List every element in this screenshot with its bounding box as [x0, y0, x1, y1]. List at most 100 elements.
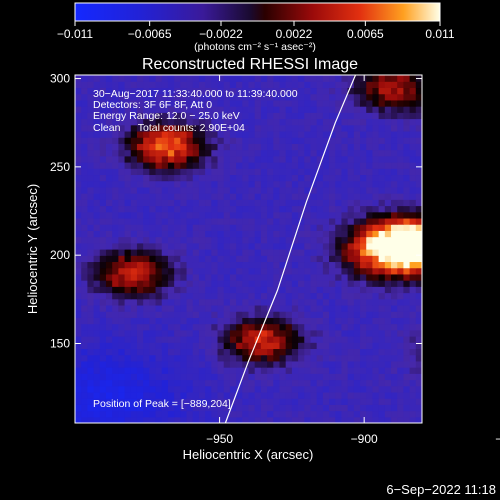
heatmap-cell: [372, 342, 380, 350]
heatmap-cell: [397, 168, 405, 176]
heatmap-cell: [329, 360, 336, 368]
heatmap-cell: [366, 273, 374, 281]
heatmap-cell: [236, 224, 243, 231]
heatmap-cell: [341, 99, 349, 107]
heatmap-cell: [347, 93, 355, 101]
heatmap-cell: [347, 273, 355, 281]
heatmap-cell: [391, 311, 398, 318]
heatmap-cell: [260, 298, 268, 306]
heatmap-cell: [353, 249, 361, 256]
heatmap-cell: [105, 373, 113, 381]
heatmap-cell: [360, 273, 367, 281]
heatmap-cell: [105, 211, 113, 219]
heatmap-cell: [391, 230, 398, 238]
heatmap-cell: [378, 354, 386, 362]
heatmap-cell: [93, 162, 101, 169]
heatmap-cell: [279, 118, 287, 126]
heatmap-cell: [87, 162, 95, 169]
heatmap-cell: [310, 360, 318, 368]
heatmap-cell: [279, 249, 287, 256]
heatmap-cell: [118, 236, 126, 244]
heatmap-cell: [161, 273, 169, 281]
heatmap-cell: [372, 398, 380, 405]
heatmap-cell: [130, 224, 138, 231]
heatmap-cell: [298, 416, 305, 423]
heatmap-cell: [136, 398, 144, 405]
heatmap-cell: [285, 354, 293, 362]
heatmap-cell: [403, 311, 411, 318]
heatmap-cell: [403, 391, 411, 399]
heatmap-cell: [174, 242, 181, 250]
heatmap-cell: [248, 174, 256, 182]
heatmap-cell: [409, 217, 417, 225]
heatmap-cell: [285, 75, 293, 82]
heatmap-cell: [81, 211, 88, 219]
heatmap-cell: [192, 348, 200, 356]
heatmap-cell: [75, 311, 82, 318]
heatmap-cell: [112, 236, 119, 244]
heatmap-cell: [260, 106, 268, 113]
heatmap-cell: [316, 143, 324, 151]
heatmap-cell: [112, 75, 119, 82]
heatmap-cell: [167, 292, 175, 300]
heatmap-cell: [180, 242, 188, 250]
x-axis-ticks: −950−900−850: [206, 75, 500, 446]
heatmap-cell: [285, 168, 293, 176]
heatmap-cell: [322, 385, 330, 393]
heatmap-cell: [186, 168, 194, 176]
heatmap-cell: [378, 385, 386, 393]
heatmap-cell: [409, 255, 417, 263]
heatmap-cell: [105, 292, 113, 300]
heatmap-cell: [353, 99, 361, 107]
heatmap-cell: [155, 162, 163, 169]
heatmap-cell: [316, 224, 324, 231]
heatmap-cell: [409, 367, 417, 374]
heatmap-cell: [291, 410, 299, 418]
heatmap-cell: [174, 236, 181, 244]
heatmap-cell: [124, 404, 132, 412]
heatmap-cell: [341, 323, 349, 331]
heatmap-cell: [112, 186, 119, 194]
heatmap-cell: [217, 93, 225, 101]
heatmap-cell: [316, 124, 324, 132]
heatmap-cell: [304, 99, 312, 107]
heatmap-cell: [161, 398, 169, 405]
heatmap-cell: [403, 367, 411, 374]
heatmap-cell: [149, 205, 157, 213]
heatmap-cell: [248, 280, 256, 287]
heatmap-cell: [403, 118, 411, 126]
heatmap-cell: [341, 410, 349, 418]
heatmap-cell: [329, 224, 336, 231]
heatmap-cell: [366, 174, 374, 182]
heatmap-cell: [105, 143, 113, 151]
heatmap-cell: [198, 199, 206, 207]
heatmap-cell: [99, 186, 107, 194]
heatmap-cell: [192, 106, 200, 113]
heatmap-cell: [99, 398, 107, 405]
heatmap-cell: [155, 180, 163, 188]
heatmap-cell: [360, 298, 367, 306]
heatmap-cell: [248, 298, 256, 306]
heatmap-cell: [205, 348, 212, 356]
heatmap-cell: [105, 75, 113, 82]
heatmap-cell: [366, 373, 374, 381]
heatmap-cell: [372, 199, 380, 207]
heatmap-cell: [124, 329, 132, 337]
heatmap-cell: [223, 286, 231, 294]
x-tick-label: −950: [206, 432, 233, 446]
heatmap-cell: [155, 81, 163, 89]
heatmap-cell: [341, 385, 349, 393]
heatmap-cell: [242, 373, 250, 381]
heatmap-cell: [316, 342, 324, 350]
heatmap-cell: [130, 336, 138, 343]
heatmap-cell: [391, 255, 398, 263]
heatmap-cell: [93, 311, 101, 318]
colorbar-units: (photons cm⁻² s⁻¹ asec⁻²): [194, 41, 316, 53]
heatmap-cell: [316, 199, 324, 207]
heatmap-cell: [124, 112, 132, 120]
heatmap-cell: [93, 87, 101, 95]
heatmap-cell: [198, 391, 206, 399]
heatmap-cell: [155, 242, 163, 250]
heatmap-cell: [161, 342, 169, 350]
heatmap-cell: [217, 137, 225, 144]
